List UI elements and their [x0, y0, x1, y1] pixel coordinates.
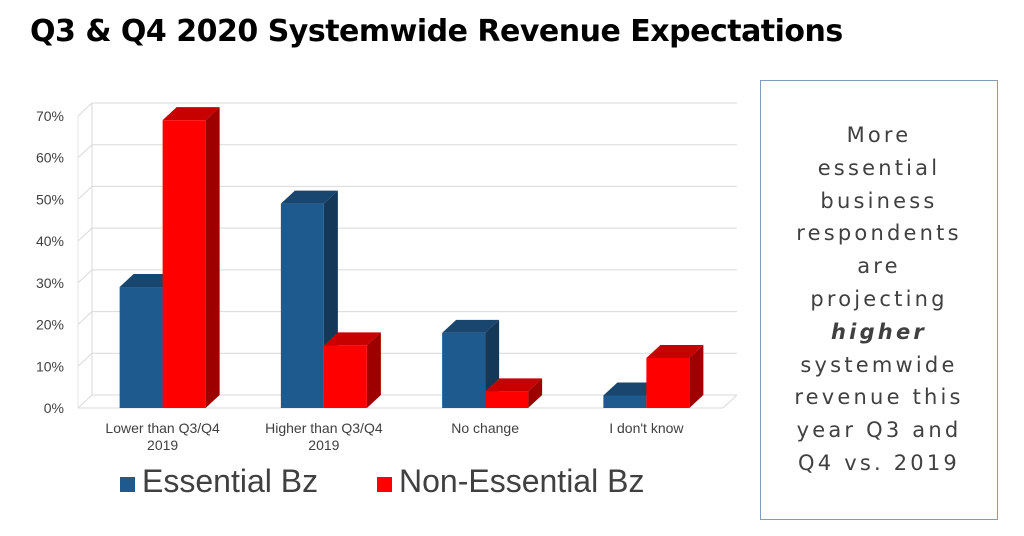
- callout-box: More essential business respondents are proje…: [760, 80, 998, 520]
- gridline-depth: [77, 394, 93, 409]
- bar-side: [366, 332, 381, 408]
- callout-line: More: [846, 123, 912, 147]
- callout-line: projecting: [810, 286, 948, 311]
- x-tick-label: Lower than Q3/Q4 2019: [105, 420, 220, 453]
- legend-label: Essential Bz: [142, 463, 318, 499]
- gridline-depth: [77, 227, 93, 242]
- y-tick-label: 40%: [36, 233, 64, 249]
- bar-top: [323, 332, 381, 346]
- gridline-depth: [77, 311, 93, 325]
- x-tick-label: No change: [451, 420, 519, 436]
- y-tick-label: 0%: [44, 400, 64, 416]
- bar-top: [603, 382, 661, 396]
- bar: [603, 395, 647, 408]
- bar-top: [280, 190, 338, 204]
- bar-chart: 0% 10% 20% 30% 40% 50% 60% 70% Lower than Q3/Q4 2…: [36, 102, 738, 499]
- bar-top: [646, 344, 704, 358]
- bar-side: [205, 107, 220, 409]
- gridline-depth: [77, 144, 93, 159]
- callout-line: Q4 vs. 2019: [798, 450, 960, 475]
- bar: [442, 332, 486, 408]
- callout-line: respondents: [796, 221, 962, 246]
- callout-line: essential: [817, 155, 941, 180]
- bar: [646, 357, 690, 408]
- legend-swatch: [120, 477, 135, 492]
- y-tick-label: 10%: [36, 358, 64, 374]
- bar: [280, 203, 324, 408]
- callout-line: year Q3 and: [796, 418, 962, 443]
- bar: [119, 287, 163, 408]
- callout-line: systemwide: [800, 352, 958, 377]
- y-tick-label: 30%: [36, 275, 64, 291]
- gridline-depth: [77, 186, 93, 200]
- y-tick-label: 20%: [36, 317, 64, 333]
- y-tick-label: 50%: [36, 191, 64, 207]
- chart-title: Q3 & Q4 2020 Systemwide Revenue Expectat…: [30, 14, 843, 49]
- bar: [485, 391, 529, 408]
- x-tick-label: I don't know: [609, 420, 684, 436]
- bar-side: [528, 378, 543, 408]
- gridline-depth: [77, 269, 93, 284]
- callout-line: are: [857, 254, 901, 279]
- callout-line: higher: [831, 319, 927, 344]
- y-tick-label: 70%: [36, 108, 64, 124]
- legend-label: Non-Essential Bz: [399, 463, 644, 499]
- callout-line: revenue this: [794, 385, 964, 410]
- bar-side: [689, 344, 704, 408]
- bar-top: [162, 107, 220, 121]
- bar-top: [485, 378, 543, 392]
- y-tick-label: 60%: [36, 150, 64, 166]
- gridline-depth: [77, 102, 93, 117]
- gridline-depth: [77, 352, 93, 367]
- bar-top: [119, 274, 177, 288]
- floor-edge: [722, 394, 738, 409]
- bar: [162, 120, 206, 409]
- callout-text: More essential business respondents are proje…: [761, 119, 997, 480]
- callout-line: business: [820, 188, 938, 213]
- bar: [323, 345, 367, 408]
- bar-top: [442, 319, 500, 333]
- x-tick-label: Higher than Q3/Q4 2019: [265, 420, 383, 453]
- legend-swatch: [377, 477, 392, 492]
